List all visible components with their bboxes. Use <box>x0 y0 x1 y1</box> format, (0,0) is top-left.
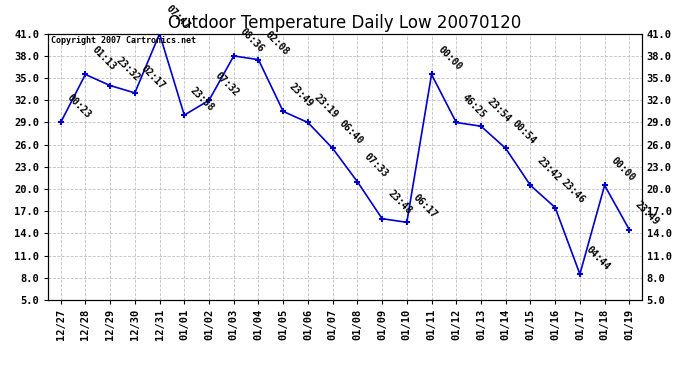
Text: 23:32: 23:32 <box>115 56 142 83</box>
Text: 23:46: 23:46 <box>560 177 587 206</box>
Text: 23:48: 23:48 <box>386 189 414 216</box>
Text: 23:19: 23:19 <box>312 93 340 120</box>
Text: 00:23: 00:23 <box>65 93 92 120</box>
Text: 23:49: 23:49 <box>287 81 315 109</box>
Text: Copyright 2007 Cartronics.net: Copyright 2007 Cartronics.net <box>51 36 196 45</box>
Text: 23:54: 23:54 <box>485 96 513 124</box>
Text: 07:33: 07:33 <box>362 152 389 180</box>
Text: 23:49: 23:49 <box>633 200 661 228</box>
Text: 00:00: 00:00 <box>435 44 464 72</box>
Text: 02:17: 02:17 <box>139 63 167 91</box>
Text: 08:36: 08:36 <box>238 26 266 54</box>
Text: 46:25: 46:25 <box>460 93 489 120</box>
Text: 23:42: 23:42 <box>535 155 562 183</box>
Text: 00:54: 00:54 <box>510 118 538 146</box>
Text: 23:58: 23:58 <box>188 85 216 113</box>
Text: 01:13: 01:13 <box>90 44 117 72</box>
Text: 00:00: 00:00 <box>609 155 637 183</box>
Text: 06:17: 06:17 <box>411 192 439 220</box>
Text: 04:44: 04:44 <box>584 244 612 272</box>
Title: Outdoor Temperature Daily Low 20070120: Outdoor Temperature Daily Low 20070120 <box>168 14 522 32</box>
Text: 06:40: 06:40 <box>337 118 364 146</box>
Text: 07:47: 07:47 <box>164 4 192 32</box>
Text: 02:08: 02:08 <box>263 30 290 57</box>
Text: 07:32: 07:32 <box>213 70 241 98</box>
